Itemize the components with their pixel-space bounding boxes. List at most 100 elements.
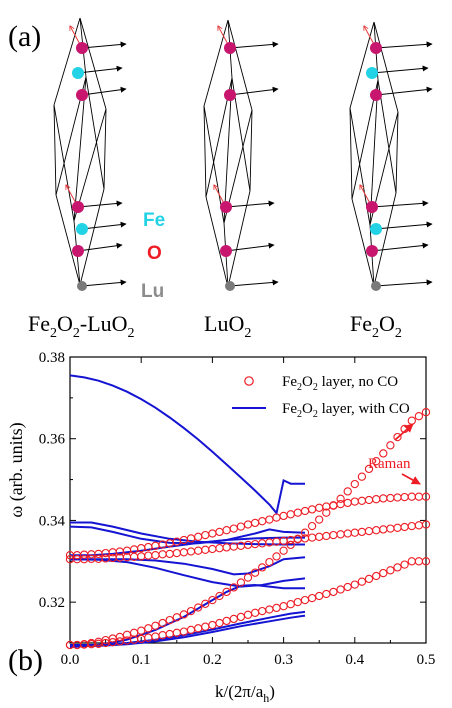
- data-point: [322, 508, 331, 517]
- dispersion-plot: 0.0 0.1 0.2 0.3 0.4 0.5 0.32 0.34 0.36 0.38: [39, 350, 436, 668]
- data-point: [350, 497, 359, 506]
- displacement-arrow: [77, 200, 123, 208]
- data-point: [215, 527, 224, 537]
- data-point: [236, 578, 246, 587]
- data-point: [364, 464, 374, 474]
- o-atom: [72, 201, 84, 213]
- data-point: [201, 530, 210, 540]
- x-tick-label: 0.5: [417, 652, 436, 668]
- data-point: [236, 522, 246, 531]
- series-line-9: [69, 558, 306, 588]
- data-point: [350, 479, 359, 489]
- data-point: [215, 591, 224, 601]
- series-points-3: [65, 557, 431, 650]
- data-point: [386, 493, 395, 503]
- y-axis-label: ω (arb. units): [6, 422, 27, 517]
- data-point: [165, 549, 174, 559]
- data-point: [421, 408, 431, 417]
- data-point: [400, 492, 409, 502]
- data-point: [414, 557, 424, 566]
- data-point: [194, 624, 203, 633]
- y-tick-label: 0.34: [39, 513, 66, 529]
- data-point: [258, 606, 267, 616]
- data-point: [315, 532, 324, 541]
- o-atom: [370, 89, 382, 101]
- x-tick-label: 0.3: [274, 652, 293, 668]
- data-point: [322, 589, 331, 599]
- displacement-arrow: [229, 86, 279, 96]
- raman-arrow-upper: [394, 423, 414, 441]
- data-point: [144, 551, 153, 560]
- data-point: [343, 529, 352, 538]
- data-point: [386, 566, 395, 575]
- fe-atom: [370, 223, 382, 235]
- data-point: [357, 472, 367, 481]
- data-point: [151, 551, 160, 560]
- plot-legend: Fe2O2 layer, no CO Fe2O2 layer, with CO: [232, 374, 410, 420]
- data-point: [236, 612, 246, 622]
- data-point: [279, 546, 288, 555]
- series-line-4: [69, 374, 305, 516]
- data-point: [286, 510, 295, 519]
- o-atom: [220, 245, 232, 257]
- data-point: [379, 525, 388, 534]
- data-point: [243, 520, 253, 529]
- cell-edge: [227, 190, 251, 288]
- x-tick-label: 0.4: [345, 652, 364, 668]
- legend-fe-symbol: Fe: [143, 210, 165, 231]
- data-point: [300, 595, 310, 605]
- data-point: [250, 568, 260, 577]
- data-point: [372, 457, 381, 466]
- data-point: [393, 432, 402, 442]
- data-point: [286, 600, 295, 609]
- data-point: [222, 587, 231, 597]
- data-point: [379, 449, 388, 458]
- cell-edge: [79, 17, 107, 110]
- x-tick-label: 0.0: [61, 652, 80, 668]
- data-point: [222, 526, 231, 535]
- data-point: [286, 540, 295, 550]
- data-point: [393, 563, 402, 572]
- data-point: [343, 582, 352, 592]
- data-point: [400, 560, 409, 569]
- data-point: [372, 495, 381, 504]
- data-point: [222, 543, 231, 552]
- cell-edge: [203, 105, 207, 198]
- data-point: [194, 546, 203, 555]
- data-point: [357, 527, 367, 537]
- structure-cell: [53, 17, 127, 291]
- data-point: [115, 632, 124, 642]
- data-point: [336, 494, 345, 503]
- data-point: [414, 492, 424, 501]
- data-point: [158, 618, 167, 628]
- data-point: [129, 628, 139, 637]
- data-point: [364, 495, 374, 505]
- data-point: [165, 615, 174, 625]
- raman-annotation: Raman: [368, 456, 411, 472]
- data-point: [329, 530, 338, 540]
- data-point: [179, 610, 189, 619]
- fe-atom: [366, 67, 378, 79]
- data-point: [322, 531, 331, 541]
- data-point: [186, 625, 196, 635]
- o-atom: [366, 245, 378, 257]
- data-point: [414, 521, 424, 530]
- data-point: [265, 605, 274, 614]
- data-point: [179, 627, 189, 636]
- raman-arrow-lower: [401, 473, 421, 485]
- o-atom: [76, 42, 88, 54]
- data-point: [393, 523, 402, 532]
- cell-edge: [349, 107, 353, 200]
- o-atom: [224, 89, 236, 101]
- cell-edge: [249, 109, 253, 192]
- data-point: [414, 412, 424, 421]
- data-point: [279, 511, 288, 521]
- cell-edge: [85, 76, 105, 190]
- data-point: [243, 610, 253, 619]
- cell-edge: [53, 17, 81, 106]
- lu-atom: [371, 281, 381, 291]
- data-point: [350, 528, 359, 537]
- data-point: [186, 547, 196, 556]
- data-point: [400, 522, 409, 532]
- data-point: [201, 622, 210, 631]
